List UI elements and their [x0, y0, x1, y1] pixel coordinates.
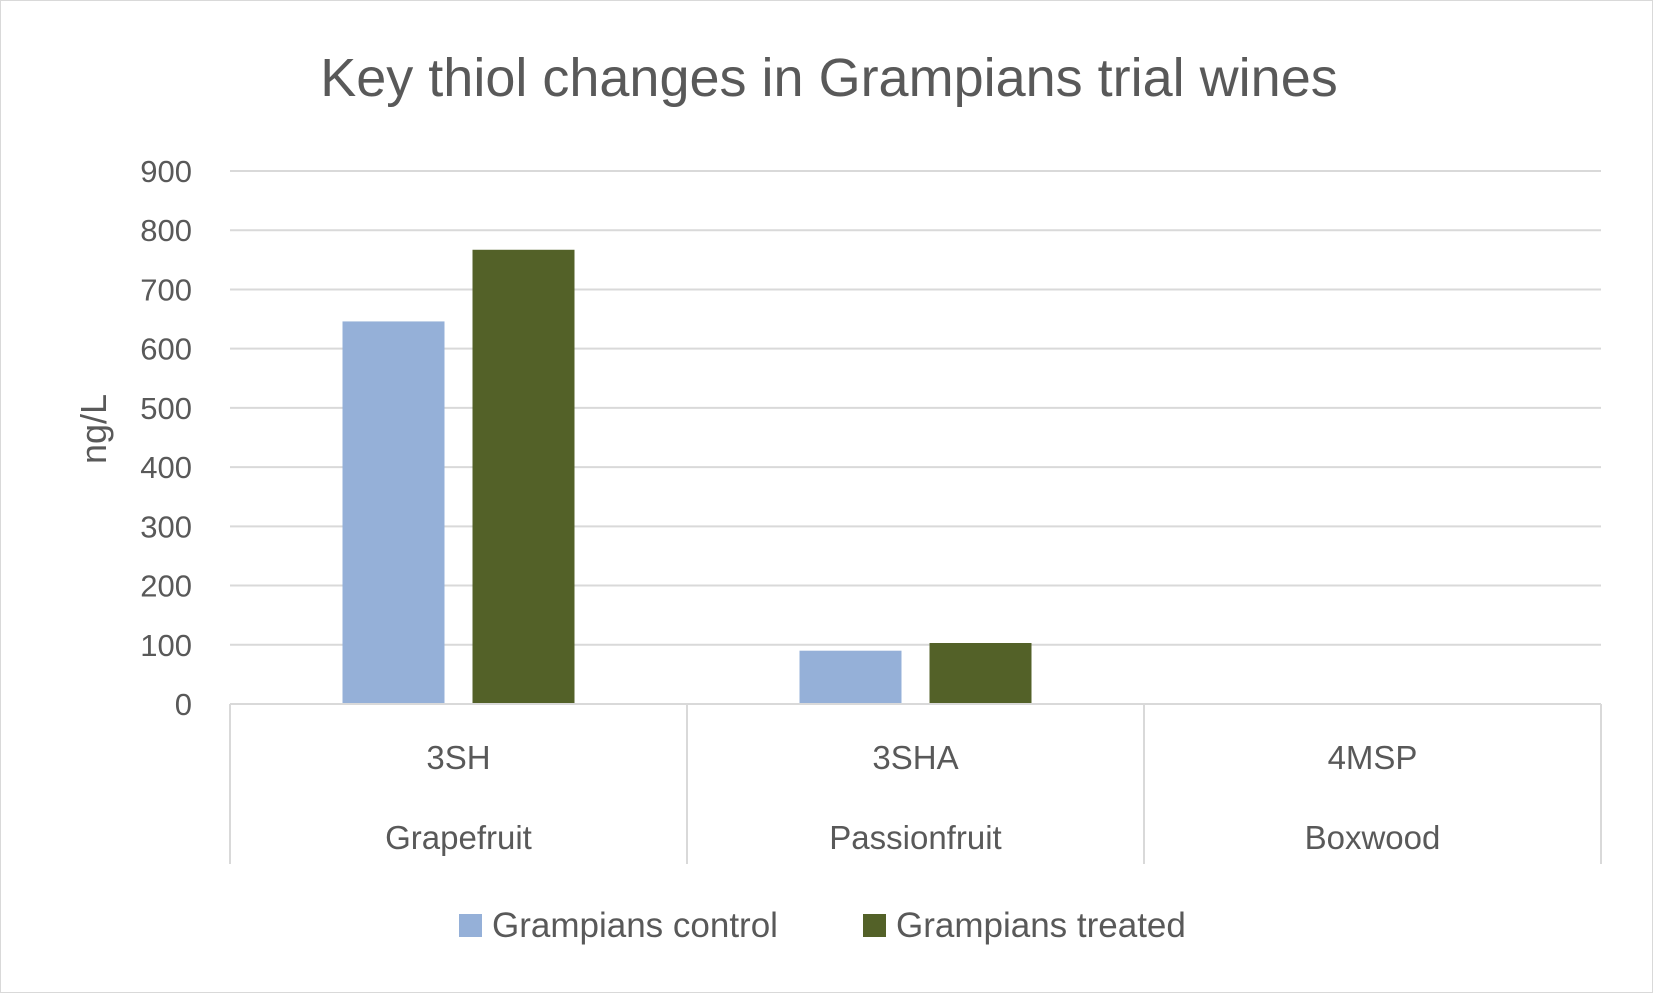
bar-treated-3sha [929, 643, 1032, 704]
category-group-label: Passionfruit [829, 819, 1001, 856]
category-label: 3SHA [872, 739, 958, 776]
category-label: 3SH [426, 739, 490, 776]
legend-swatch [863, 914, 886, 937]
bar-control-3sha [799, 650, 902, 704]
legend-swatch [459, 914, 482, 937]
bar-treated-3sh [472, 249, 575, 704]
y-tick-label: 500 [140, 391, 192, 426]
bars [342, 249, 1032, 704]
y-tick-label: 700 [140, 272, 192, 307]
legend-label: Grampians treated [896, 906, 1186, 945]
y-tick-label: 0 [175, 687, 192, 722]
y-axis-ticks: 0 100 200 300 400 500 600 700 800 900 [140, 154, 192, 722]
legend-label: Grampians control [492, 906, 778, 945]
category-axis: 3SH Grapefruit 3SHA Passionfruit 4MSP Boxwood [229, 703, 1602, 864]
bar-control-3sh [342, 321, 445, 704]
y-tick-label: 100 [140, 628, 192, 663]
category-group-label: Grapefruit [385, 819, 532, 856]
y-tick-label: 900 [140, 154, 192, 189]
chart-title: Key thiol changes in Grampians trial win… [320, 48, 1337, 108]
y-tick-label: 600 [140, 332, 192, 367]
y-tick-label: 800 [140, 213, 192, 248]
y-tick-label: 200 [140, 569, 192, 604]
category-group-label: Boxwood [1305, 819, 1441, 856]
y-tick-label: 400 [140, 450, 192, 485]
y-tick-label: 300 [140, 509, 192, 544]
gridlines [230, 170, 1601, 646]
category-label: 4MSP [1328, 739, 1418, 776]
y-axis-title: ng/L [73, 394, 114, 464]
legend: Grampians control Grampians treated [459, 906, 1186, 945]
